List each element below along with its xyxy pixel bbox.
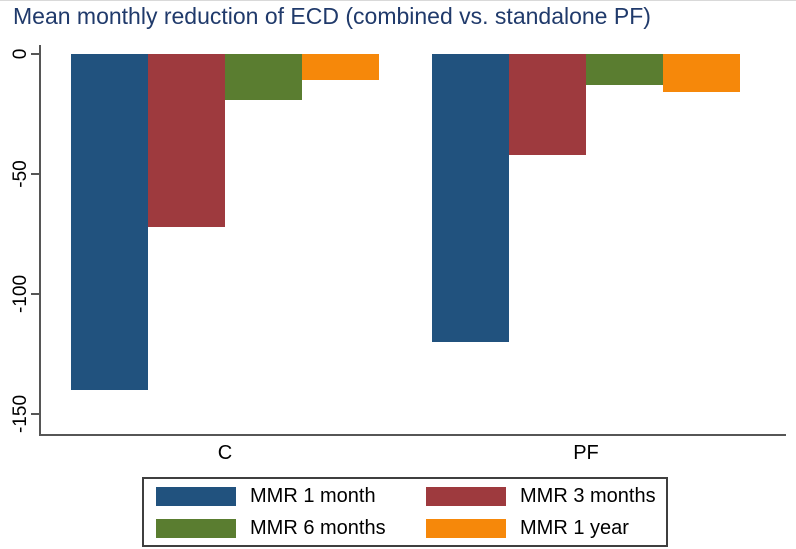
chart-title: Mean monthly reduction of ECD (combined … [13,3,651,29]
y-tick-mark [31,293,39,295]
legend-swatch-mmr-1-year [426,518,506,538]
x-label-c: C [217,442,233,464]
legend-swatch-mmr-1-month [156,486,236,506]
y-tick-mark [31,413,39,415]
legend-label-mmr-3-months: MMR 3 months [520,484,656,507]
y-tick-label: 0 [10,48,31,60]
bar-mmr-1-year-c [302,54,379,80]
y-tick-label: -50 [10,160,31,188]
legend-entry-mmr-1-month: MMR 1 month [156,485,426,508]
legend-entry-mmr-1-year: MMR 1 year [426,517,656,540]
legend-label-mmr-1-year: MMR 1 year [520,516,629,539]
bar-mmr-6-months-c [225,54,302,100]
bar-mmr-1-month-pf [432,54,509,342]
y-tick-mark [31,173,39,175]
x-label-pf: PF [573,442,599,464]
y-tick-label: -100 [10,274,31,314]
legend-swatch-mmr-3-months [426,486,506,506]
x-axis-line [39,434,786,436]
y-tick-label: -150 [10,394,31,434]
legend-swatch-mmr-6-months [156,518,236,538]
legend-entry-mmr-6-months: MMR 6 months [156,517,426,540]
bar-mmr-1-year-pf [663,54,740,92]
bar-mmr-3-months-c [148,54,225,227]
bar-mmr-3-months-pf [509,54,586,155]
legend-label-mmr-1-month: MMR 1 month [250,484,376,507]
legend-entry-mmr-3-months: MMR 3 months [426,485,656,508]
legend-label-mmr-6-months: MMR 6 months [250,516,386,539]
y-axis-line [39,45,41,434]
legend: MMR 1 month MMR 3 months MMR 6 months MM… [142,477,668,547]
bar-mmr-6-months-pf [586,54,663,85]
bar-mmr-1-month-c [71,54,148,390]
y-tick-mark [31,53,39,55]
